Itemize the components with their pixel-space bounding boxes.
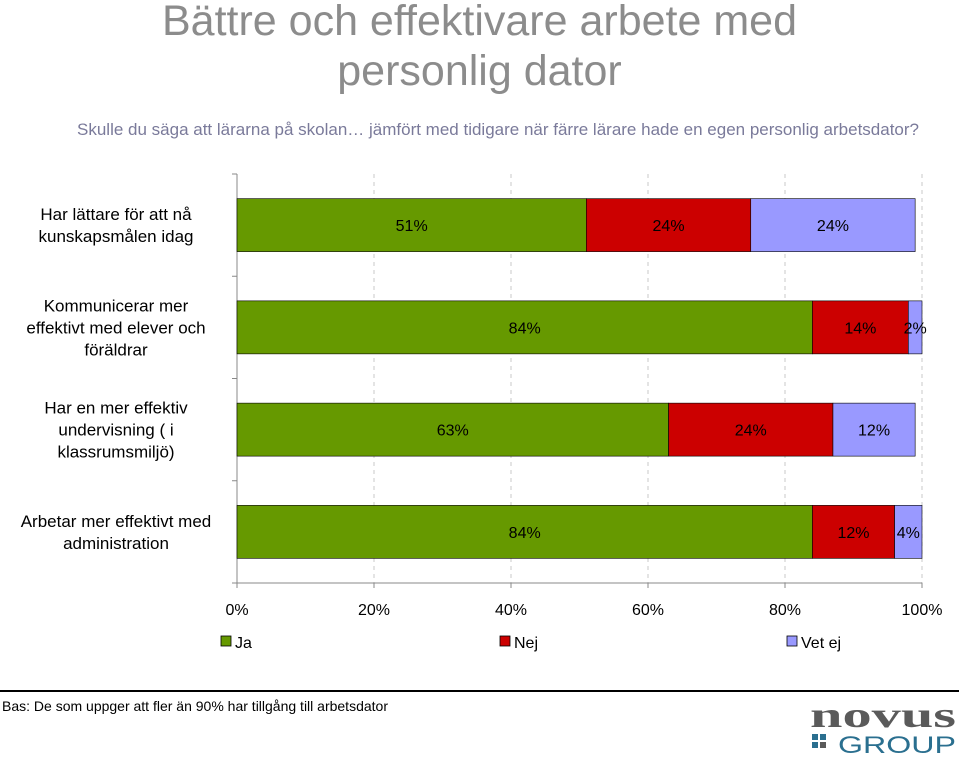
category-label: administration: [63, 534, 169, 553]
stacked-bar-chart: 0% 20% 40% 60% 80% 100% 51% 24% 24% Har lättare f…: [21, 173, 943, 652]
bar-value-label: 24%: [735, 423, 767, 440]
legend-label: Vet ej: [801, 635, 841, 652]
bar-segment: [236, 505, 813, 559]
bar-value-label: 12%: [837, 525, 869, 542]
survey-question: Skulle du säga att lärarna på skolan… jä…: [77, 120, 919, 139]
legend-label: Ja: [235, 635, 252, 652]
bar-value-label: 63%: [437, 423, 469, 440]
x-tick-label: 20%: [358, 602, 390, 619]
category-label: effektivt med elever och: [26, 318, 205, 337]
category-label: undervisning ( i: [58, 421, 173, 440]
x-tick-label: 40%: [495, 602, 527, 619]
bar-value-label: 12%: [858, 423, 890, 440]
bar-value-label: 24%: [817, 218, 849, 235]
x-tick-label: 60%: [632, 602, 664, 619]
bar-segment: [907, 300, 923, 355]
novus-group-logo: novus GROUP: [810, 700, 956, 756]
bar-value-label: 2%: [904, 320, 927, 337]
category-label: Arbetar mer effektivt med: [21, 512, 212, 531]
category-label: Har lättare för att nå: [40, 205, 192, 224]
base-note: Bas: De som uppger att fler än 90% har t…: [2, 698, 388, 714]
legend-swatch: [786, 635, 798, 647]
category-label: kunskapsmålen idag: [39, 227, 194, 246]
logo-square: [820, 734, 826, 740]
bar-segment: [236, 300, 813, 355]
title-line-1: Bättre och effektivare arbete med: [161, 0, 797, 45]
logo-square: [812, 734, 818, 740]
bar-segment: [236, 198, 587, 252]
title-line-2: personlig dator: [337, 47, 622, 95]
bar-segment: [812, 505, 895, 559]
legend-label: Nej: [514, 635, 538, 652]
x-tick-label: 80%: [769, 602, 801, 619]
category-label: Kommunicerar mer: [44, 296, 189, 315]
bar-value-label: 51%: [396, 218, 428, 235]
bar-value-label: 24%: [653, 218, 685, 235]
bar-value-label: 14%: [844, 320, 876, 337]
bar-segment: [586, 198, 752, 252]
page-title: Bättre och effektivare arbete med person…: [0, 0, 959, 96]
bar-segment: [236, 402, 669, 457]
bar-segment: [812, 300, 909, 355]
logo-text-bottom: GROUP: [838, 732, 956, 756]
bar-segment: [750, 198, 916, 252]
category-label: föräldrar: [84, 340, 148, 359]
logo-square: [812, 742, 818, 748]
bar-segment: [668, 402, 834, 457]
logo-square: [820, 742, 826, 748]
category-label: Har en mer effektiv: [44, 399, 188, 418]
x-tick-label: 0%: [225, 602, 248, 619]
bar-value-label: 84%: [509, 320, 541, 337]
bar-segment: [894, 505, 923, 559]
logo-text-top: novus: [810, 700, 956, 735]
footer-divider: [0, 690, 959, 692]
bar-segment: [832, 402, 916, 457]
legend-swatch: [220, 635, 232, 647]
category-label: klassrumsmiljö): [57, 443, 174, 462]
bar-value-label: 4%: [897, 525, 920, 542]
bar-value-label: 84%: [509, 525, 541, 542]
x-tick-label: 100%: [902, 602, 943, 619]
legend-swatch: [499, 635, 511, 647]
